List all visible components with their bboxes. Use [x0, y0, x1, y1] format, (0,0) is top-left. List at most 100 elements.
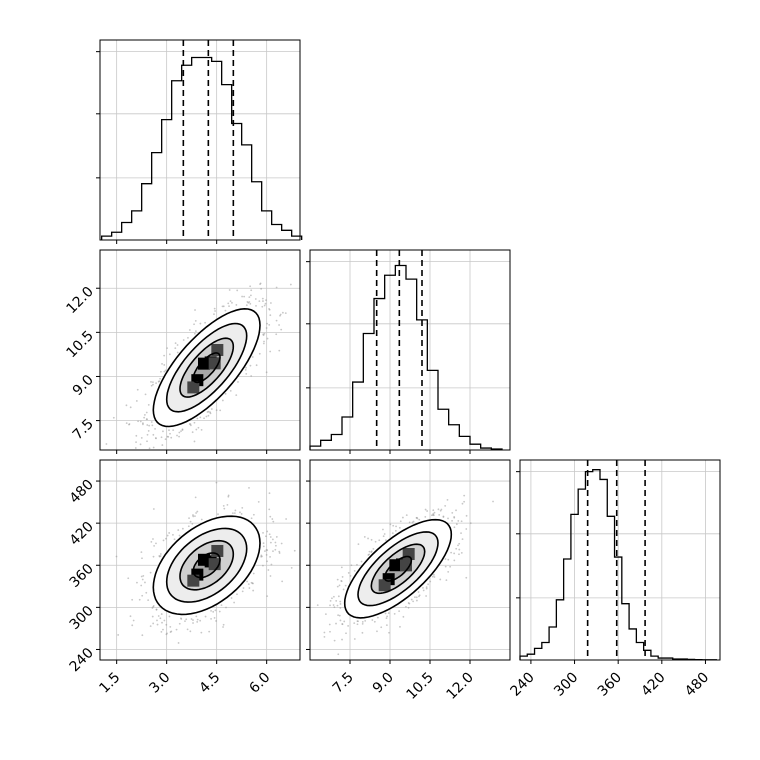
- tick-label-y: 300: [67, 603, 97, 633]
- scatter-point: [342, 588, 345, 591]
- scatter-point: [265, 371, 268, 374]
- scatter-point: [147, 403, 150, 406]
- scatter-point: [266, 560, 268, 563]
- scatter-point: [188, 329, 191, 331]
- density-cell: [389, 559, 402, 572]
- scatter-point: [152, 622, 155, 625]
- tick-label-x: 12.0: [443, 670, 476, 703]
- scatter-point: [131, 624, 134, 627]
- scatter-point: [269, 575, 272, 577]
- panel-hist-p2: [349, 250, 471, 454]
- scatter-point: [199, 322, 202, 325]
- scatter-point: [269, 541, 272, 544]
- scatter-point: [269, 536, 272, 538]
- tick-label-y: 7.5: [70, 416, 97, 443]
- scatter-point: [162, 539, 165, 542]
- scatter-point: [154, 437, 157, 439]
- scatter-point: [453, 559, 456, 562]
- scatter-point: [245, 366, 247, 369]
- frame-p2-p3: [309, 459, 511, 661]
- scatter-point: [376, 630, 378, 633]
- scatter-point: [243, 295, 246, 298]
- scatter-point: [161, 621, 163, 624]
- scatter-point: [129, 406, 132, 409]
- scatter-point: [115, 555, 118, 558]
- scatter-point: [139, 443, 142, 446]
- scatter-point: [370, 551, 373, 554]
- scatter-point: [130, 462, 132, 464]
- scatter-point: [453, 526, 456, 529]
- scatter-point: [223, 507, 226, 510]
- scatter-point: [356, 623, 359, 626]
- scatter-point: [407, 602, 410, 604]
- scatter-point: [187, 336, 189, 339]
- scatter-point: [158, 555, 161, 557]
- scatter-point: [160, 630, 163, 633]
- scatter-point: [278, 349, 281, 352]
- scatter-point: [274, 541, 277, 544]
- scatter-point: [217, 513, 219, 516]
- scatter-point: [258, 300, 261, 303]
- scatter-point: [156, 623, 159, 626]
- scatter-point: [231, 301, 233, 304]
- scatter-point: [241, 295, 243, 298]
- scatter-point: [210, 617, 212, 620]
- scatter-point: [159, 617, 162, 620]
- scatter-point: [461, 538, 464, 541]
- contour-line: [343, 518, 453, 619]
- scatter-point: [250, 517, 253, 520]
- scatter-point: [268, 323, 271, 326]
- scatter-point: [338, 584, 341, 587]
- scatter-point: [356, 563, 358, 566]
- scatter-point: [229, 300, 232, 303]
- scatter-point: [227, 494, 230, 497]
- contour-line: [357, 531, 439, 607]
- scatter-point: [195, 512, 197, 514]
- scatter-point: [392, 524, 395, 527]
- scatter-point: [153, 545, 155, 547]
- tick-label-x: 420: [638, 670, 668, 700]
- scatter-point: [407, 606, 410, 609]
- scatter-point: [159, 377, 161, 380]
- scatter-point: [152, 508, 155, 510]
- scatter-point: [374, 540, 377, 543]
- scatter-point: [187, 525, 190, 528]
- scatter-point: [158, 380, 161, 383]
- scatter-point: [402, 615, 405, 618]
- hist-p1: [96, 40, 303, 240]
- scatter-point: [385, 624, 388, 627]
- scatter-point: [417, 591, 420, 593]
- scatter-point: [333, 639, 336, 642]
- scatter-point: [341, 576, 344, 578]
- scatter-point: [269, 350, 272, 353]
- scatter-point: [259, 283, 261, 286]
- scatter-point: [284, 312, 287, 315]
- contour-line: [165, 322, 248, 413]
- scatter-point: [337, 595, 340, 598]
- scatter-point: [249, 364, 252, 367]
- scatter-point: [368, 550, 371, 553]
- scatter-point: [425, 586, 428, 588]
- scatter-point: [432, 512, 435, 515]
- scatter-point: [188, 517, 190, 520]
- scatter-point: [140, 584, 143, 587]
- scatter-point: [172, 533, 174, 536]
- scatter-point: [161, 362, 163, 365]
- scatter-point: [367, 554, 370, 556]
- scatter-point: [143, 414, 146, 416]
- contour-line: [152, 515, 261, 616]
- scatter-point: [222, 504, 225, 507]
- panel-hist-p3: 240 300 360 420 480: [508, 460, 712, 700]
- scatter-point: [465, 528, 468, 530]
- scatter-point: [266, 322, 268, 325]
- scatter-point: [265, 327, 268, 329]
- scatter-point: [360, 560, 363, 563]
- scatter-point: [328, 623, 331, 626]
- scatter-point: [235, 394, 238, 397]
- tick-label-x: 300: [551, 670, 581, 700]
- scatter-point: [194, 496, 197, 499]
- scatter-point: [425, 587, 428, 590]
- scatter-point: [222, 305, 225, 308]
- tick-label-x: 480: [682, 670, 712, 700]
- scatter-point: [405, 605, 407, 608]
